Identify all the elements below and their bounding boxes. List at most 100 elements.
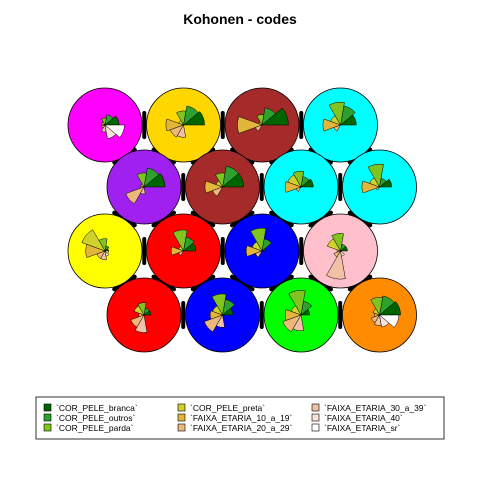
segment-cor-pele-branca bbox=[143, 173, 166, 188]
segment-cor-pele-parda bbox=[292, 170, 305, 188]
segment-faixa-etaria-20-a-29 bbox=[333, 124, 342, 132]
legend-label: `FAIXA_ETARIA_sr` bbox=[324, 423, 401, 433]
segment-faixa-etaria-30-a-39 bbox=[177, 124, 186, 138]
legend-swatch bbox=[43, 423, 52, 432]
legend-label: `FAIXA_ETARIA_30_a_39` bbox=[324, 403, 427, 413]
som-units bbox=[67, 87, 417, 353]
unit-boundary bbox=[230, 274, 255, 292]
segment-cor-pele-branca bbox=[300, 178, 314, 188]
unit-boundary bbox=[151, 274, 176, 292]
segment-faixa-etaria-sr bbox=[378, 314, 400, 328]
segment-faixa-etaria-10-a-19 bbox=[85, 244, 106, 258]
som-unit bbox=[67, 213, 143, 289]
unit-boundary bbox=[151, 210, 176, 228]
legend-label: `FAIXA_ETARIA_20_a_29` bbox=[190, 423, 293, 433]
legend-swatch bbox=[177, 423, 186, 432]
segment-faixa-etaria-20-a-29 bbox=[212, 186, 224, 197]
segment-faixa-etaria-10-a-19 bbox=[237, 116, 263, 134]
legend-box bbox=[35, 396, 445, 440]
segment-cor-pele-parda bbox=[176, 110, 187, 126]
som-unit bbox=[106, 149, 182, 225]
segment-faixa-etaria-30-a-39 bbox=[216, 314, 225, 328]
segment-faixa-etaria-20-a-29 bbox=[295, 186, 302, 192]
segment-cor-pele-branca bbox=[182, 111, 205, 126]
legend-swatch bbox=[177, 413, 186, 422]
legend: `COR_PELE_branca``COR_PELE_outros``COR_P… bbox=[35, 396, 445, 440]
legend-swatch bbox=[311, 403, 320, 412]
segment-cor-pele-parda bbox=[101, 117, 107, 126]
segment-cor-pele-preta bbox=[133, 305, 145, 316]
unit-boundaries bbox=[112, 111, 373, 329]
legend-swatch bbox=[311, 423, 320, 432]
som-unit bbox=[263, 149, 339, 225]
segment-faixa-etaria-10-a-19 bbox=[322, 118, 342, 132]
unit-boundary bbox=[308, 210, 333, 228]
segment-faixa-etaria-10-a-19 bbox=[204, 180, 224, 194]
segment-cor-pele-parda bbox=[331, 233, 344, 252]
legend-swatch bbox=[43, 403, 52, 412]
segment-faixa-etaria-20-a-29 bbox=[125, 186, 145, 205]
unit-boundary bbox=[112, 210, 137, 228]
som-unit bbox=[224, 87, 300, 163]
som-unit bbox=[303, 213, 378, 289]
segment-cor-pele-preta bbox=[81, 229, 106, 252]
segment-cor-pele-outros bbox=[183, 105, 199, 126]
segment-cor-pele-parda bbox=[367, 163, 384, 188]
segment-cor-pele-branca bbox=[261, 107, 289, 126]
legend-swatch bbox=[311, 413, 320, 422]
som-unit bbox=[146, 213, 221, 289]
som-unit bbox=[67, 87, 143, 163]
segment-faixa-etaria-20-a-29 bbox=[178, 250, 185, 256]
segment-cor-pele-parda bbox=[137, 302, 147, 316]
unit-boundary bbox=[347, 274, 373, 292]
segment-faixa-etaria-30-a-39 bbox=[134, 314, 148, 333]
segment-faixa-etaria-40 bbox=[104, 250, 110, 257]
segment-cor-pele-outros bbox=[379, 295, 395, 316]
legend-label: `COR_PELE_branca` bbox=[56, 403, 138, 413]
som-unit bbox=[185, 277, 260, 353]
segment-faixa-etaria-20-a-29 bbox=[204, 314, 224, 333]
segment-faixa-etaria-30-a-39 bbox=[292, 314, 305, 332]
segment-faixa-etaria-20-a-29 bbox=[255, 124, 263, 132]
unit-boundary bbox=[112, 274, 137, 292]
segment-cor-pele-parda bbox=[328, 101, 345, 126]
som-unit bbox=[342, 149, 417, 225]
segment-faixa-etaria-30-a-39 bbox=[100, 250, 107, 261]
legend-swatch bbox=[177, 403, 186, 412]
legend-label: `FAIXA_ETARIA_10_a_19` bbox=[190, 413, 293, 423]
segment-faixa-etaria-20-a-29 bbox=[255, 250, 263, 258]
segment-faixa-etaria-20-a-29 bbox=[282, 314, 302, 333]
segment-faixa-etaria-sr bbox=[104, 250, 109, 254]
segment-cor-pele-branca bbox=[378, 178, 393, 188]
segment-cor-pele-outros bbox=[104, 114, 114, 126]
som-unit bbox=[106, 277, 182, 353]
segment-faixa-etaria-20-a-29 bbox=[169, 124, 185, 138]
legend-swatch bbox=[43, 413, 52, 422]
unit-boundary bbox=[190, 274, 216, 292]
segment-cor-pele-preta bbox=[372, 308, 381, 316]
unit-boundary bbox=[190, 210, 216, 228]
segment-cor-pele-outros bbox=[261, 107, 276, 126]
segment-faixa-etaria-sr bbox=[104, 124, 125, 138]
segment-cor-pele-parda bbox=[215, 172, 226, 188]
segment-faixa-etaria-30-a-39 bbox=[326, 250, 346, 280]
segment-cor-pele-parda bbox=[250, 227, 267, 252]
som-unit bbox=[185, 149, 260, 225]
unit-boundary bbox=[269, 210, 294, 228]
segment-faixa-etaria-40 bbox=[340, 250, 345, 257]
segment-cor-pele-parda bbox=[288, 290, 306, 316]
chart-title: Kohonen - codes bbox=[183, 11, 297, 27]
segment-cor-pele-outros bbox=[143, 167, 160, 188]
segment-faixa-etaria-10-a-19 bbox=[284, 181, 302, 193]
segment-cor-pele-outros bbox=[222, 165, 240, 188]
som-unit bbox=[263, 277, 339, 353]
segment-faixa-etaria-20-a-29 bbox=[375, 186, 381, 191]
segment-cor-pele-branca bbox=[378, 301, 401, 316]
som-unit bbox=[146, 87, 221, 163]
segment-faixa-etaria-10-a-19 bbox=[170, 246, 185, 256]
som-unit bbox=[342, 277, 417, 353]
segment-faixa-etaria-30-a-39 bbox=[140, 186, 146, 195]
som-unit bbox=[303, 87, 378, 163]
segment-cor-pele-parda bbox=[256, 114, 265, 126]
